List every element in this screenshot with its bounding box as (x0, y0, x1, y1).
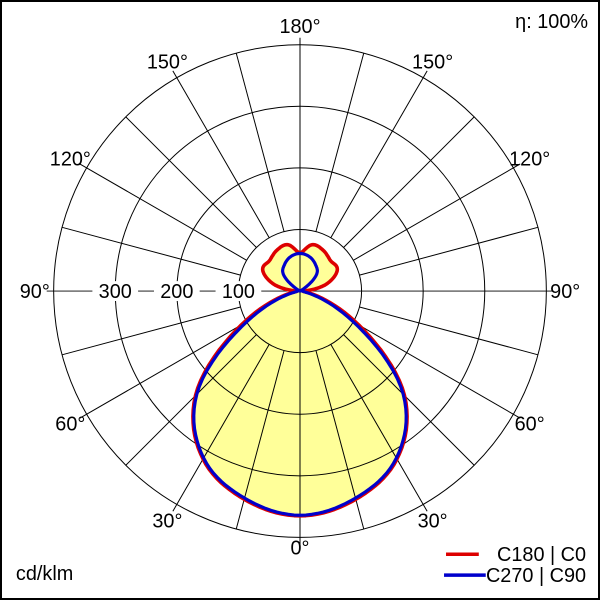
angle-label: 150° (147, 51, 188, 73)
radial-tick-label: 300 (99, 281, 132, 303)
radial-tick-label-bg (153, 281, 200, 301)
distribution-curves (191, 242, 409, 518)
polar-grid (46, 37, 554, 545)
grid-radial-line (330, 344, 428, 512)
angle-label: 150° (412, 51, 453, 73)
grid-radial-line (343, 334, 475, 466)
radial-tick-label-bg (92, 281, 139, 301)
angle-label: 90° (550, 281, 580, 303)
angle-label: 30° (152, 511, 182, 533)
grid-radial-line (125, 334, 257, 466)
grid-radial-line (359, 226, 539, 276)
angle-label: 0° (290, 537, 309, 559)
angle-label: 120° (50, 148, 91, 170)
curve-c90-c270 (192, 251, 408, 517)
grid-radial-line (353, 163, 521, 261)
angle-label: 180° (279, 16, 320, 38)
grid-radial-line (79, 321, 247, 419)
grid-radial-line (353, 321, 521, 419)
legend: C180 | C0 C270 | C90 (444, 544, 586, 587)
radial-tick-labels: 100 200 300 (92, 281, 262, 303)
legend-label-c0: C180 | C0 (497, 544, 586, 566)
legend-label-c90: C270 | C90 (486, 565, 586, 587)
grid-radial-line (79, 163, 247, 261)
grid-radial-line (359, 306, 539, 356)
angle-label: 60° (55, 414, 85, 436)
radial-tick-label-bg (215, 281, 262, 301)
unit-label: cd/klm (16, 563, 73, 585)
grid-radial-line (330, 70, 428, 238)
radial-tick-label: 200 (160, 281, 193, 303)
radial-tick-label: 100 (222, 281, 255, 303)
angle-labels: 0° 30° 30° 60° 60° 90° 90° 120° 120° 150° 150° 180° (20, 16, 580, 559)
grid-radial-line (343, 116, 475, 248)
angle-label: 120° (509, 148, 550, 170)
angle-label: 60° (515, 414, 545, 436)
efficiency-label: η: 100% (515, 11, 588, 33)
angle-label: 30° (418, 511, 448, 533)
grid-radial-line (172, 344, 270, 512)
grid-radial-line (61, 306, 241, 356)
angle-label: 90° (20, 281, 50, 303)
grid-radial-line (61, 226, 241, 276)
grid-radial-line (315, 52, 365, 232)
grid-radial-line (235, 52, 285, 232)
grid-radial-line (172, 70, 270, 238)
grid-radial-line (125, 116, 257, 248)
